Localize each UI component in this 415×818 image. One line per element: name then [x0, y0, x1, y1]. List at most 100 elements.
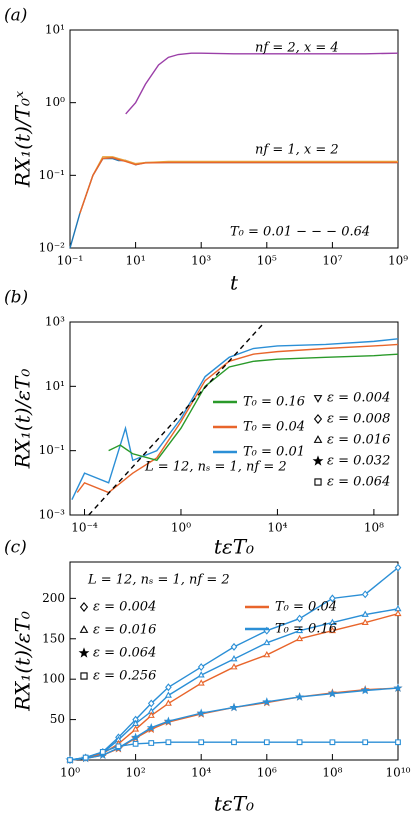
- y-tick-label: 10⁻¹: [39, 168, 65, 182]
- annotation: nf = 2, x = 4: [255, 41, 339, 56]
- data-marker: [147, 711, 155, 718]
- y-tick-label: 10⁻³: [39, 508, 66, 522]
- data-marker: [67, 757, 73, 763]
- data-marker: [131, 732, 141, 742]
- y-tick-label: 10¹: [45, 379, 65, 393]
- data-line: [79, 156, 398, 214]
- legend-label: ε = 0.008: [327, 412, 390, 427]
- legend-marker: [313, 414, 323, 424]
- data-marker: [393, 683, 403, 692]
- panel-label: (b): [4, 288, 28, 308]
- data-line: [71, 338, 399, 500]
- data-marker: [327, 689, 337, 698]
- legend-label: ε = 0.016: [93, 623, 156, 638]
- data-marker: [132, 725, 140, 732]
- legend-marker: [80, 672, 88, 680]
- legend-label: ε = 0.064: [93, 646, 156, 661]
- data-marker: [163, 716, 173, 726]
- x-tick-label: 10²: [126, 766, 146, 780]
- x-tick-label: 10⁴: [191, 766, 211, 780]
- data-marker: [361, 610, 369, 617]
- legend-label: T₀ = 0.16: [275, 622, 337, 637]
- y-tick-label: 10⁻¹: [39, 443, 65, 457]
- x-tick-label: 10¹: [126, 254, 146, 268]
- data-marker: [229, 702, 239, 712]
- data-marker: [361, 618, 369, 625]
- x-tick-label: 10⁶: [257, 766, 277, 780]
- x-tick-label: 10⁰: [171, 521, 191, 535]
- y-axis-label: RX₁(t)/T₀ˣ: [11, 91, 35, 188]
- legend-label: T₀ = 0.01: [243, 445, 305, 460]
- data-marker: [263, 650, 271, 658]
- data-marker: [147, 699, 155, 708]
- annotation: nf = 1, x = 2: [255, 143, 339, 158]
- y-tick-label: 100: [42, 672, 65, 686]
- data-marker: [231, 739, 237, 746]
- panel-label: (a): [4, 6, 27, 26]
- data-marker: [115, 743, 122, 750]
- x-tick-label: 10⁹: [388, 254, 408, 268]
- legend-label: ε = 0.016: [327, 433, 390, 448]
- legend-marker: [313, 395, 323, 403]
- y-axis-label: RX₁(t)/εT₀: [11, 611, 35, 712]
- legend-label: T₀ = 0.04: [243, 420, 305, 435]
- legend-marker: [78, 647, 90, 658]
- data-marker: [394, 609, 402, 617]
- x-axis-label: t: [230, 271, 239, 295]
- legend-label: ε = 0.004: [93, 600, 156, 615]
- data-marker: [165, 683, 172, 692]
- y-tick-label: 200: [42, 591, 65, 605]
- legend-label: ε = 0.064: [327, 475, 390, 490]
- data-line: [108, 353, 399, 462]
- plot-frame: [69, 561, 399, 761]
- data-marker: [395, 739, 401, 746]
- data-marker: [197, 679, 205, 686]
- data-marker: [296, 614, 303, 623]
- x-tick-label: 10⁸: [364, 521, 384, 535]
- x-tick-label: 10⁰: [60, 766, 80, 780]
- x-axis-label: tεT₀: [214, 535, 254, 559]
- data-marker: [230, 642, 238, 651]
- data-marker: [362, 739, 369, 746]
- data-marker: [361, 590, 369, 599]
- x-tick-label: 10⁴: [267, 521, 287, 535]
- x-tick-label: 10⁷: [322, 254, 342, 268]
- data-marker: [165, 739, 172, 746]
- legend-label: T₀ = 0.16: [243, 395, 305, 410]
- data-marker: [132, 740, 139, 747]
- data-marker: [197, 671, 205, 678]
- data-marker: [164, 699, 172, 706]
- data-marker: [296, 739, 303, 746]
- x-tick-label: 10⁻¹: [57, 254, 83, 268]
- y-tick-label: 10⁰: [45, 95, 65, 109]
- legend-marker: [314, 478, 322, 486]
- data-marker: [328, 626, 336, 634]
- legend-label: T₀ = 0.04: [275, 600, 337, 615]
- data-marker: [394, 563, 402, 572]
- data-marker: [360, 685, 370, 695]
- data-marker: [263, 739, 270, 746]
- x-axis-label: tεT₀: [214, 792, 254, 816]
- y-axis-label: RX₁(t)/εT₀: [11, 369, 35, 470]
- data-marker: [99, 749, 106, 755]
- data-marker: [197, 663, 205, 672]
- legend-label: ε = 0.004: [327, 391, 390, 406]
- annotation: T₀ = 0.01 − − − 0.64: [230, 225, 370, 240]
- data-marker: [296, 634, 304, 642]
- data-line: [79, 156, 398, 214]
- data-marker: [146, 722, 156, 732]
- data-marker: [148, 740, 155, 746]
- data-marker: [263, 638, 271, 646]
- legend-marker: [79, 625, 89, 633]
- data-line: [88, 321, 266, 516]
- y-tick-label: 10³: [45, 315, 65, 329]
- data-marker: [230, 663, 238, 670]
- data-line: [125, 52, 399, 115]
- data-marker: [262, 697, 272, 706]
- x-tick-label: 10⁻⁴: [71, 521, 98, 535]
- plot-frame: [69, 29, 399, 249]
- legend-marker: [313, 435, 323, 443]
- y-tick-label: 50: [50, 712, 65, 726]
- data-marker: [198, 739, 205, 746]
